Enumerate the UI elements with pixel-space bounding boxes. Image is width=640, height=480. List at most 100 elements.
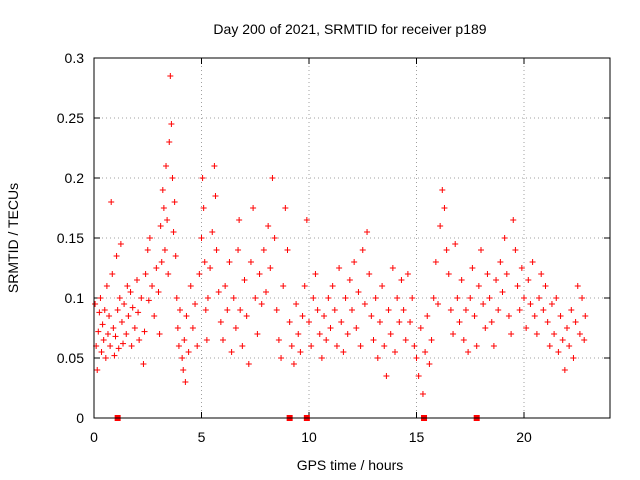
data-point [398, 277, 405, 283]
data-point [329, 283, 336, 289]
data-point [323, 337, 330, 343]
data-point [469, 265, 476, 271]
data-point [381, 343, 388, 349]
data-point [192, 301, 199, 307]
data-point [527, 301, 534, 307]
plot-frame [93, 57, 611, 419]
data-point [267, 265, 274, 271]
data-point [269, 175, 276, 181]
data-point [312, 271, 319, 277]
data-point [168, 121, 175, 127]
data-point [308, 343, 315, 349]
data-point [183, 313, 190, 319]
data-point [523, 325, 530, 331]
data-point [163, 163, 170, 169]
data-point [559, 337, 566, 343]
data-point [263, 289, 269, 295]
data-point [247, 259, 254, 265]
data-point [194, 343, 201, 349]
data-point [478, 247, 484, 253]
data-point [488, 319, 495, 325]
data-point [185, 349, 192, 355]
grid-lines [94, 58, 610, 418]
data-point [286, 319, 293, 325]
data-point [112, 333, 119, 340]
data-point [111, 352, 118, 359]
data-point [518, 265, 525, 271]
data-point [243, 313, 250, 319]
data-point [222, 283, 229, 289]
data-point [385, 307, 392, 313]
data-point [379, 283, 386, 289]
data-point [516, 307, 523, 313]
data-point [187, 283, 194, 289]
data-point [170, 229, 177, 235]
data-point [505, 313, 512, 319]
axis-ticks: 0 0.05 0.1 0.15 0.2 0.25 0.3 0 5 10 15 20 [57, 50, 610, 445]
data-point [101, 307, 108, 313]
data-point [217, 319, 224, 325]
x-axis-label: GPS time / hours [297, 457, 404, 473]
data-point [353, 325, 360, 331]
data-point [582, 313, 589, 319]
data-point [310, 295, 317, 301]
data-point [284, 247, 291, 253]
data-point [566, 343, 573, 349]
data-point [179, 355, 186, 361]
data-point [97, 295, 104, 301]
data-point [331, 307, 338, 313]
data-point [182, 379, 189, 385]
data-point [211, 163, 218, 169]
data-point [359, 247, 366, 253]
data-point [200, 205, 207, 211]
data-point [495, 307, 502, 313]
data-point [387, 331, 394, 337]
data-point [458, 277, 465, 283]
data-point [125, 313, 132, 319]
data-point [521, 295, 527, 301]
data-point [288, 343, 295, 349]
data-point [252, 295, 259, 301]
data-point [118, 319, 125, 325]
data-point [254, 331, 261, 337]
data-point [180, 367, 187, 373]
data-point [361, 301, 368, 307]
data-point [282, 205, 289, 211]
data-point [396, 319, 403, 325]
data-point [486, 295, 493, 301]
data-point [198, 235, 205, 241]
data-point [117, 241, 124, 247]
data-point [158, 259, 165, 265]
data-point [400, 307, 407, 313]
data-point [260, 247, 267, 253]
data-point [278, 355, 285, 361]
data-point [177, 307, 183, 313]
data-point [314, 307, 321, 313]
data-point [439, 187, 446, 193]
data-point [443, 247, 450, 253]
data-point [99, 321, 106, 328]
data-point [127, 289, 134, 295]
data-point [169, 175, 176, 181]
data-point [538, 271, 545, 277]
data-point [546, 343, 553, 349]
data-point [151, 313, 158, 319]
data-point [245, 361, 252, 367]
data-point [236, 217, 243, 223]
data-point [124, 283, 131, 289]
data-point [480, 301, 487, 307]
data-point [171, 199, 178, 205]
data-point [202, 307, 209, 313]
data-point [368, 313, 375, 319]
data-point [437, 223, 444, 229]
data-point [501, 235, 508, 241]
data-point [213, 247, 220, 253]
data-point [189, 325, 196, 331]
data-point [568, 307, 575, 313]
data-point [220, 337, 226, 343]
y-tick-label: 0.15 [57, 230, 84, 246]
y-tick-label: 0.25 [57, 110, 84, 126]
data-point [181, 337, 188, 343]
data-point [540, 307, 547, 313]
